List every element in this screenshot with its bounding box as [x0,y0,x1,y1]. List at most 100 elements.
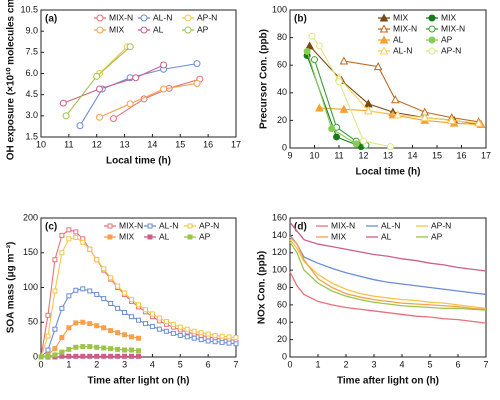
data-point [391,95,400,104]
y-tick-label: 150 [23,247,38,257]
x-tick-label: 2 [343,359,348,369]
legend-label: AL-N [381,220,400,230]
legend-marker [428,47,436,55]
data-point [160,85,168,93]
y-tick-label: 0 [282,142,287,152]
data-point [226,334,232,340]
y-tick-label: 10.5 [20,4,38,14]
series-line [289,234,487,296]
series-line [289,241,487,311]
data-point [205,331,211,337]
y-tick-label: 80 [277,32,287,42]
legend-marker [184,14,192,22]
y-axis-title: OH exposure (×10¹⁰ molecules cm⁻³) [6,0,17,160]
data-point [96,113,103,121]
data-point [335,78,343,86]
y-axis-title: SOA mass (μg m⁻³) [6,242,17,334]
series-line [113,78,200,120]
data-point [62,112,70,120]
data-point [66,346,72,352]
data-point [59,99,67,107]
legend-label: MIX-N [441,23,465,33]
x-tick-label: 7 [483,359,488,369]
data-point [73,229,79,235]
legend-marker [107,223,113,229]
data-point [59,349,65,355]
x-tick-label: 7 [233,359,238,369]
data-point [122,353,128,359]
data-point [52,288,58,294]
legend-marker [147,223,153,229]
x-tick-label: 15 [175,139,185,149]
data-point [163,319,169,325]
x-tick-label: 1 [315,359,320,369]
data-point [205,338,211,344]
y-axis-title: NOx Con. (ppb) [257,251,268,324]
data-point [156,315,162,321]
data-point [94,353,100,359]
data-point [108,275,114,281]
data-point [101,353,107,359]
y-tick-label: 100 [272,265,287,275]
y-tick-label: 120 [272,247,287,257]
data-point [193,79,201,87]
data-point [226,340,232,346]
legend-label: AP-N [199,220,219,230]
legend-label: MIX-N [393,23,417,33]
data-point [108,346,114,352]
x-tick-label: 1 [66,359,71,369]
legend-marker [187,223,193,229]
x-tick-label: 6 [455,359,460,369]
legend-marker [379,13,389,22]
legend-label: AL-N [393,45,412,55]
legend-label: MIX-N [331,220,355,230]
x-tick-label: 5 [178,359,183,369]
y-axis-title: Precursor Con. (ppb) [259,29,270,129]
x-tick-label: 10 [309,150,319,160]
legend-marker [428,25,436,33]
data-point [122,347,128,353]
panel-label: (d) [294,222,307,233]
data-point [108,300,114,306]
legend-label: AP-N [431,220,451,230]
y-tick-label: 0 [33,351,38,361]
data-point [198,330,204,336]
data-point [87,288,93,294]
x-tick-label: 14 [407,150,417,160]
data-point [115,283,121,289]
data-point [101,345,107,351]
data-point [136,353,141,359]
data-point [87,344,93,350]
data-point [373,62,383,71]
legend-marker [187,234,193,240]
data-point [129,347,135,353]
data-point [38,354,44,360]
y-tick-label: 40 [277,317,287,327]
series-line [99,82,198,118]
data-point [59,335,65,341]
y-tick-label: 50 [28,317,38,327]
series-line [289,236,487,310]
legend-label: AP-N [441,45,461,55]
data-point [87,321,93,327]
x-axis-title: Time after light on (h) [87,376,189,387]
x-tick-label: 0 [287,359,292,369]
data-point [52,346,58,352]
data-point [108,328,114,334]
data-point [184,326,190,332]
data-point [328,125,336,133]
data-point [93,72,101,80]
x-tick-label: 16 [456,150,466,160]
x-tick-label: 4 [150,359,155,369]
data-point [184,334,190,340]
y-tick-label: 60 [277,60,287,70]
data-point [101,325,107,331]
data-point [219,339,225,345]
data-point [305,41,314,50]
y-tick-label: 80 [277,282,287,292]
data-point [115,305,121,311]
legend-label: AL [153,24,164,34]
data-point [126,43,134,51]
data-point [170,330,176,336]
data-point [73,353,79,359]
